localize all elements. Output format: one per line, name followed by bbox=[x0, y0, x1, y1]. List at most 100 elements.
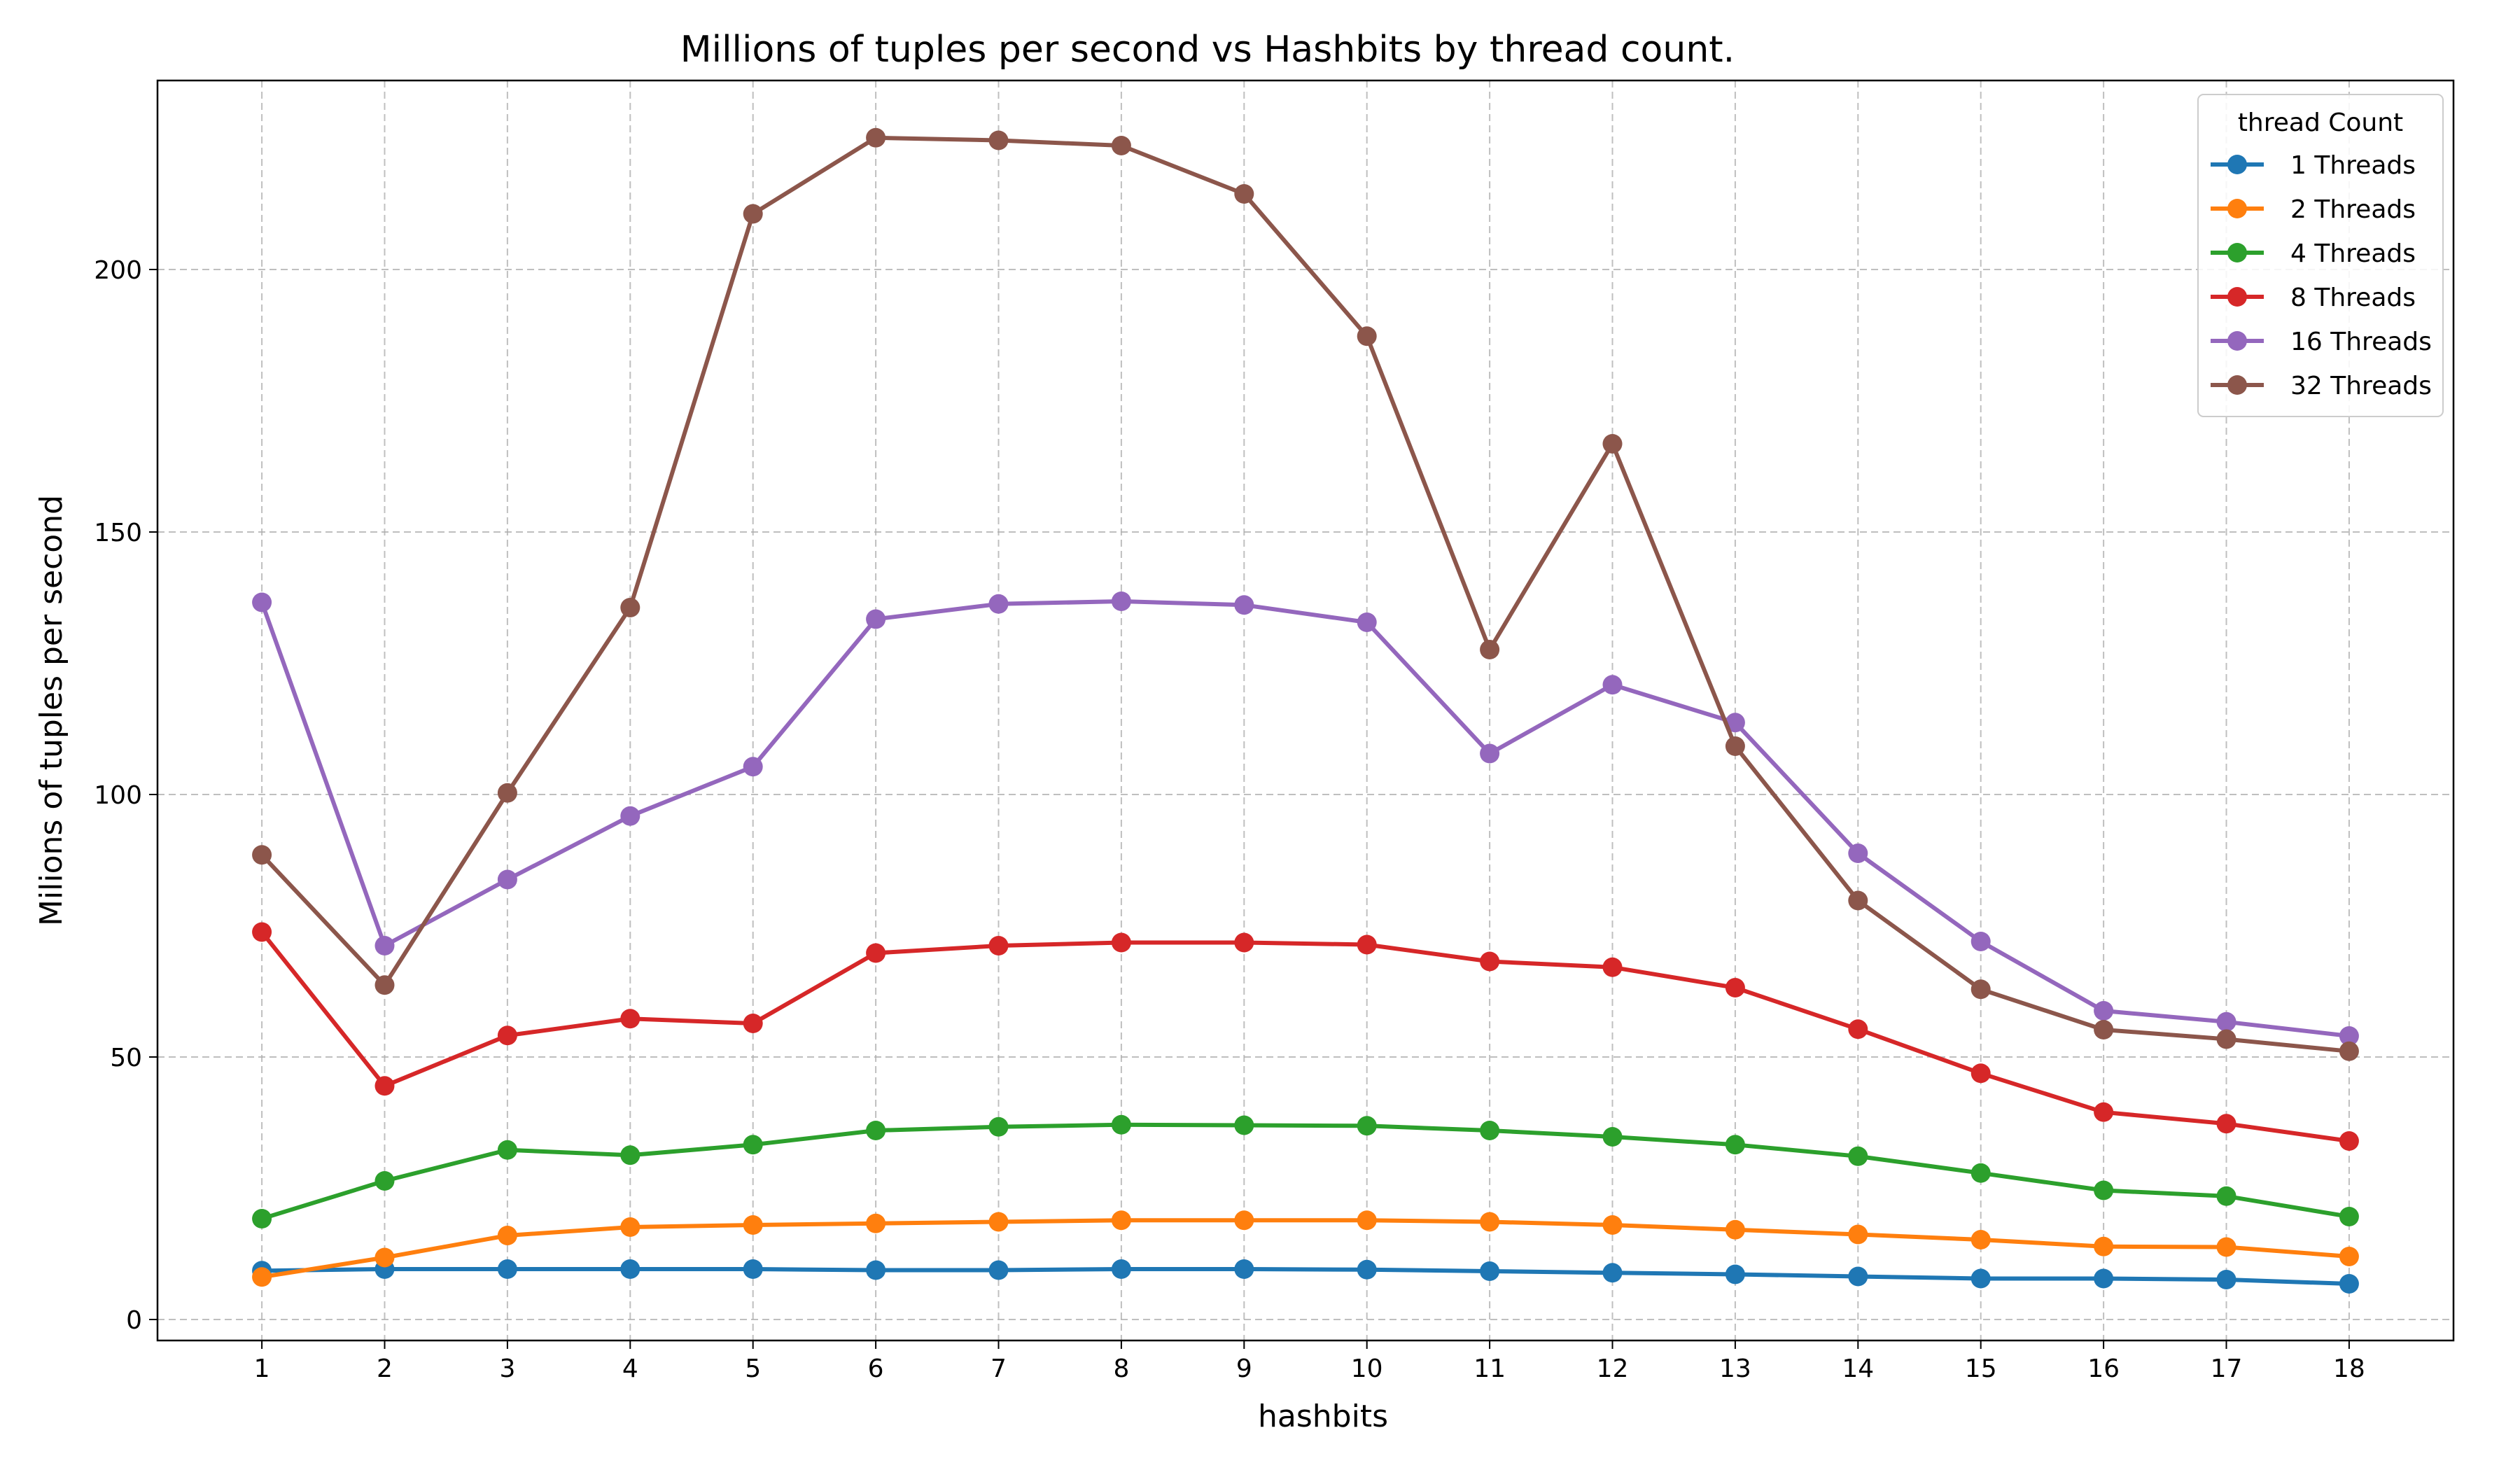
data-point bbox=[2216, 1011, 2236, 1032]
y-tick-label: 0 bbox=[126, 1306, 142, 1335]
data-point bbox=[866, 127, 886, 148]
y-tick-label: 50 bbox=[110, 1044, 142, 1072]
x-tick-label: 13 bbox=[1719, 1354, 1751, 1383]
data-point bbox=[1357, 1210, 1377, 1231]
legend-label: 2 Threads bbox=[2290, 195, 2416, 224]
data-point bbox=[1234, 932, 1254, 953]
x-tick-label: 3 bbox=[499, 1354, 515, 1383]
data-point bbox=[1602, 1127, 1623, 1147]
data-point bbox=[1602, 434, 1623, 454]
data-point bbox=[988, 936, 1009, 955]
data-point bbox=[374, 936, 395, 955]
legend-marker bbox=[2227, 287, 2247, 307]
data-point bbox=[866, 1260, 886, 1280]
data-point bbox=[1480, 951, 1500, 972]
data-point bbox=[497, 783, 517, 803]
data-point bbox=[374, 1076, 395, 1096]
legend-marker bbox=[2227, 199, 2247, 218]
data-point bbox=[1848, 1266, 1868, 1287]
data-point bbox=[1970, 1268, 1991, 1289]
x-tick-label: 16 bbox=[2087, 1354, 2120, 1383]
legend-marker bbox=[2227, 155, 2247, 174]
data-point bbox=[1970, 1230, 1991, 1250]
data-point bbox=[1111, 1114, 1131, 1135]
data-point bbox=[620, 1009, 640, 1029]
legend-item: 4 Threads bbox=[2211, 239, 2416, 268]
series-5 bbox=[252, 592, 2359, 1046]
data-point bbox=[1480, 743, 1500, 764]
data-point bbox=[2094, 1236, 2114, 1256]
data-point bbox=[1602, 675, 1623, 695]
data-point bbox=[1480, 1212, 1500, 1232]
data-point bbox=[743, 1135, 763, 1155]
data-point bbox=[2216, 1237, 2236, 1257]
legend-label: 1 Threads bbox=[2290, 151, 2416, 180]
x-tick-label: 1 bbox=[254, 1354, 270, 1383]
data-point bbox=[866, 1121, 886, 1140]
data-point bbox=[252, 922, 272, 942]
data-point bbox=[1970, 1063, 1991, 1084]
data-point bbox=[1111, 136, 1131, 155]
data-point bbox=[497, 1259, 517, 1279]
data-point bbox=[2216, 1270, 2236, 1289]
x-tick-label: 10 bbox=[1351, 1354, 1383, 1383]
data-point bbox=[1357, 934, 1377, 955]
data-point bbox=[743, 1014, 763, 1033]
data-point bbox=[620, 598, 640, 617]
series-group bbox=[252, 127, 2359, 1294]
data-point bbox=[1848, 1146, 1868, 1166]
legend-label: 32 Threads bbox=[2290, 372, 2432, 400]
data-point bbox=[2339, 1207, 2359, 1226]
x-axis-label: hashbits bbox=[1258, 1399, 1388, 1434]
data-point bbox=[988, 1212, 1009, 1232]
data-point bbox=[1725, 1219, 1745, 1240]
series-line bbox=[260, 1218, 2351, 1280]
data-point bbox=[743, 204, 763, 224]
y-tick-label: 100 bbox=[94, 781, 142, 810]
series-line bbox=[260, 135, 2351, 1054]
data-point bbox=[497, 869, 517, 890]
data-point bbox=[1848, 1224, 1868, 1245]
x-tick-label: 5 bbox=[745, 1354, 761, 1383]
y-axis-label: Milions of tuples per second bbox=[34, 495, 69, 926]
data-point bbox=[988, 594, 1009, 614]
data-point bbox=[620, 806, 640, 826]
data-point bbox=[2216, 1029, 2236, 1049]
legend-label: 4 Threads bbox=[2290, 239, 2416, 268]
data-point bbox=[1234, 595, 1254, 615]
data-point bbox=[1725, 736, 1745, 756]
legend-item: 32 Threads bbox=[2211, 372, 2432, 400]
series-4 bbox=[252, 922, 2359, 1151]
data-point bbox=[1234, 1210, 1254, 1231]
data-point bbox=[1970, 1163, 1991, 1183]
data-point bbox=[1111, 932, 1131, 953]
x-tick-label: 4 bbox=[622, 1354, 638, 1383]
legend-item: 16 Threads bbox=[2211, 328, 2432, 356]
series-2 bbox=[252, 1210, 2359, 1287]
data-point bbox=[2339, 1041, 2359, 1061]
chart-title: Millions of tuples per second vs Hashbit… bbox=[680, 29, 1735, 71]
data-point bbox=[1725, 1264, 1745, 1284]
data-point bbox=[2339, 1274, 2359, 1294]
data-point bbox=[374, 975, 395, 995]
data-point bbox=[1970, 979, 1991, 1000]
data-point bbox=[1234, 1259, 1254, 1279]
grid bbox=[158, 80, 2454, 1340]
series-3 bbox=[252, 1114, 2359, 1228]
data-point bbox=[1602, 957, 1623, 977]
data-point bbox=[2339, 1026, 2359, 1046]
data-point bbox=[1357, 1259, 1377, 1280]
data-point bbox=[866, 1213, 886, 1233]
x-tick-label: 18 bbox=[2333, 1354, 2365, 1383]
data-point bbox=[620, 1145, 640, 1166]
data-point bbox=[1970, 932, 1991, 951]
data-point bbox=[1480, 640, 1500, 659]
x-tick-label: 12 bbox=[1597, 1354, 1629, 1383]
legend-box bbox=[2197, 94, 2444, 417]
x-tick-label: 15 bbox=[1965, 1354, 1997, 1383]
x-tick-label: 2 bbox=[377, 1354, 393, 1383]
x-tick-label: 11 bbox=[1474, 1354, 1506, 1383]
